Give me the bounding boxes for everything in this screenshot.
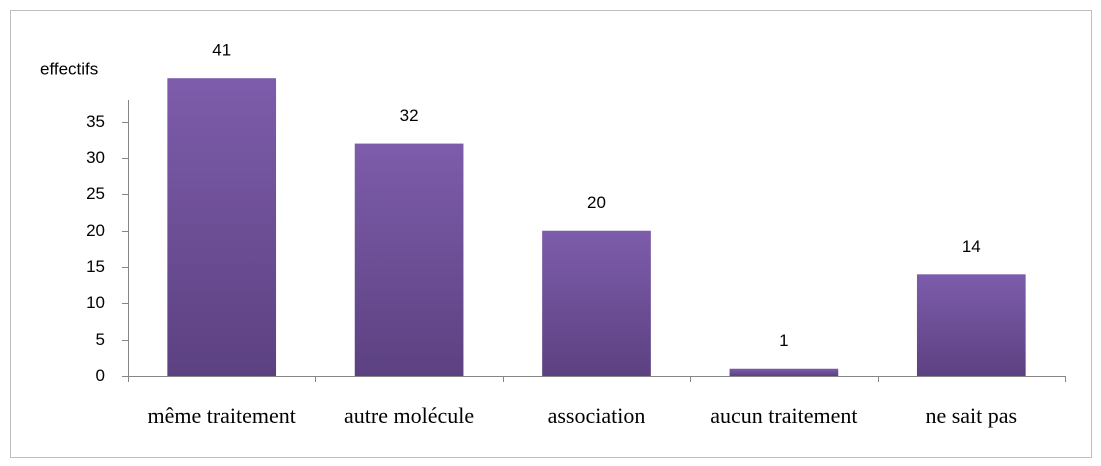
x-tick-label: aucun traitement [710, 403, 857, 428]
bar [542, 230, 651, 376]
y-axis-label: effectifs [40, 59, 98, 78]
x-tick-label: ne sait pas [925, 403, 1017, 428]
y-tick-label: 20 [86, 221, 105, 240]
x-tick-label: association [548, 403, 646, 428]
y-tick-label: 0 [96, 366, 105, 385]
data-label: 41 [212, 41, 231, 60]
x-tick-label: même traitement [147, 403, 295, 428]
data-label: 20 [587, 193, 606, 212]
y-tick-label: 35 [86, 112, 105, 131]
y-tick-label: 10 [86, 293, 105, 312]
x-tick-label: autre molécule [344, 403, 474, 428]
data-label: 1 [779, 331, 788, 350]
y-tick-label: 15 [86, 257, 105, 276]
y-tick-label: 30 [86, 148, 105, 167]
y-tick-label: 25 [86, 184, 105, 203]
data-label: 14 [962, 237, 981, 256]
bar [354, 143, 464, 376]
data-label: 32 [400, 106, 419, 125]
y-tick-label: 5 [96, 330, 105, 349]
bar [916, 274, 1026, 376]
bar [729, 368, 839, 376]
bar [167, 78, 277, 377]
